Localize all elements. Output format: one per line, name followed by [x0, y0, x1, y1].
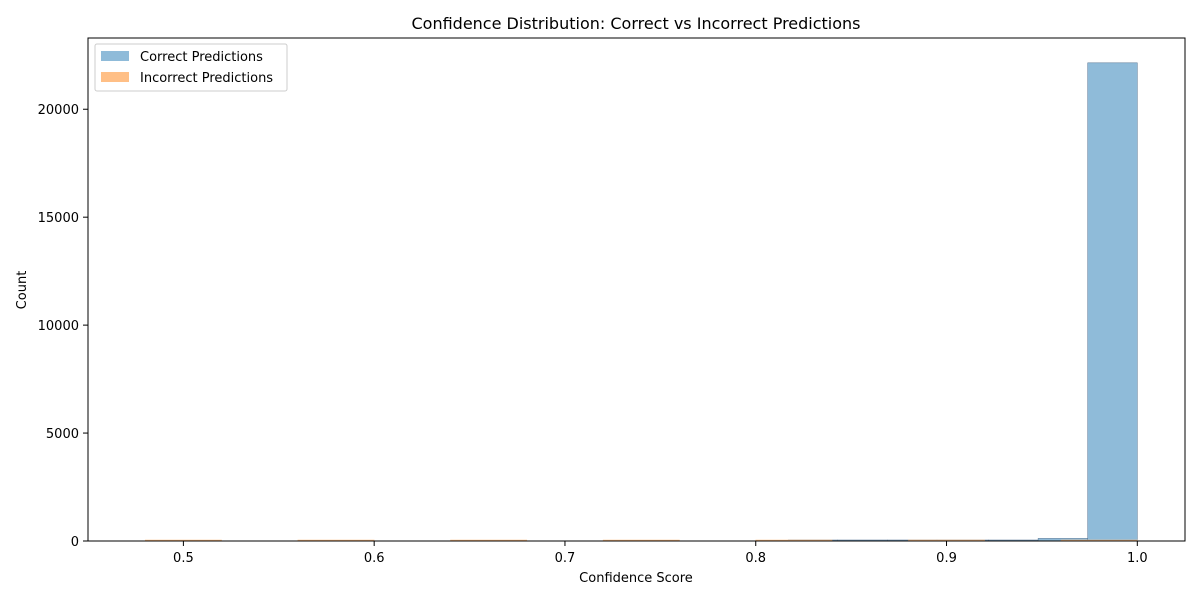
- x-tick-label: 0.6: [364, 551, 385, 566]
- plot-frame: [87, 37, 1186, 542]
- y-axis-label: Count: [15, 271, 30, 310]
- y-tick-label: 0: [71, 535, 79, 550]
- legend-box: [94, 43, 288, 92]
- y-tick-label: 10000: [38, 319, 79, 334]
- y-tick-label: 20000: [38, 103, 79, 118]
- x-tick-label: 0.7: [555, 551, 576, 566]
- y-tick-label: 5000: [46, 427, 79, 442]
- legend-swatch-incorrect: [101, 72, 129, 82]
- legend-swatch-correct: [101, 51, 129, 61]
- x-axis-ticks: 0.5 0.6 0.7 0.8 0.9 1.0: [173, 541, 1148, 566]
- y-tick-label: 15000: [38, 211, 79, 226]
- x-tick-label: 0.9: [936, 551, 957, 566]
- chart-title: Confidence Distribution: Correct vs Inco…: [411, 14, 860, 33]
- x-tick-label: 0.8: [745, 551, 766, 566]
- legend-label-correct: Correct Predictions: [140, 50, 263, 65]
- x-tick-label: 1.0: [1127, 551, 1148, 566]
- y-axis-ticks: 0 5000 10000 15000 20000: [38, 103, 88, 550]
- legend: Correct Predictions Incorrect Prediction…: [94, 43, 288, 92]
- legend-label-incorrect: Incorrect Predictions: [140, 71, 273, 86]
- x-axis-label: Confidence Score: [579, 571, 693, 586]
- correct-histogram-bar: [1087, 62, 1138, 542]
- x-tick-label: 0.5: [173, 551, 194, 566]
